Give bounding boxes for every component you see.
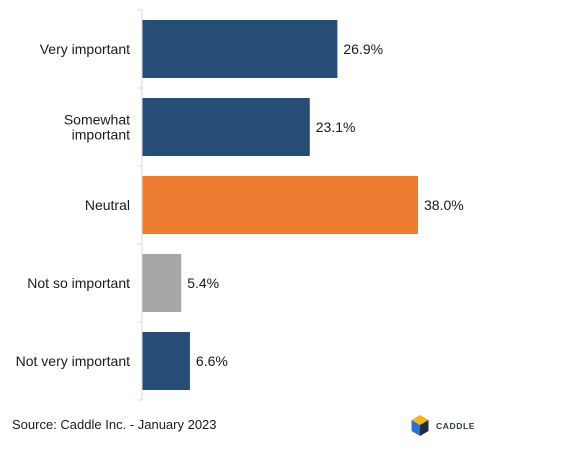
brand-logo: CADDLE <box>410 414 475 438</box>
category-label: Not very important <box>16 353 130 369</box>
category-labels: Very important Somewhat important Neutral No… <box>16 41 130 369</box>
bar <box>142 20 338 78</box>
category-label: Neutral <box>85 197 130 213</box>
data-label: 6.6% <box>196 353 228 369</box>
category-label: Very important <box>40 41 130 57</box>
bar <box>142 254 182 312</box>
data-label: 26.9% <box>343 41 383 57</box>
data-labels: 26.9% 23.1% 38.0% 5.4% 6.6% <box>187 41 463 369</box>
data-label: 38.0% <box>424 197 464 213</box>
bar <box>142 332 190 390</box>
bars-layer <box>142 20 418 390</box>
data-label: 5.4% <box>187 275 219 291</box>
data-label: 23.1% <box>316 119 356 135</box>
bar <box>142 176 418 234</box>
category-label: Not so important <box>27 275 130 291</box>
source-note: Source: Caddle Inc. - January 2023 <box>12 417 217 432</box>
brand-name: CADDLE <box>436 421 476 431</box>
category-label: Somewhat important <box>64 112 130 143</box>
caddle-hexagon-icon <box>411 415 429 436</box>
y-axis-ticks <box>137 9 142 401</box>
bar <box>142 98 310 156</box>
